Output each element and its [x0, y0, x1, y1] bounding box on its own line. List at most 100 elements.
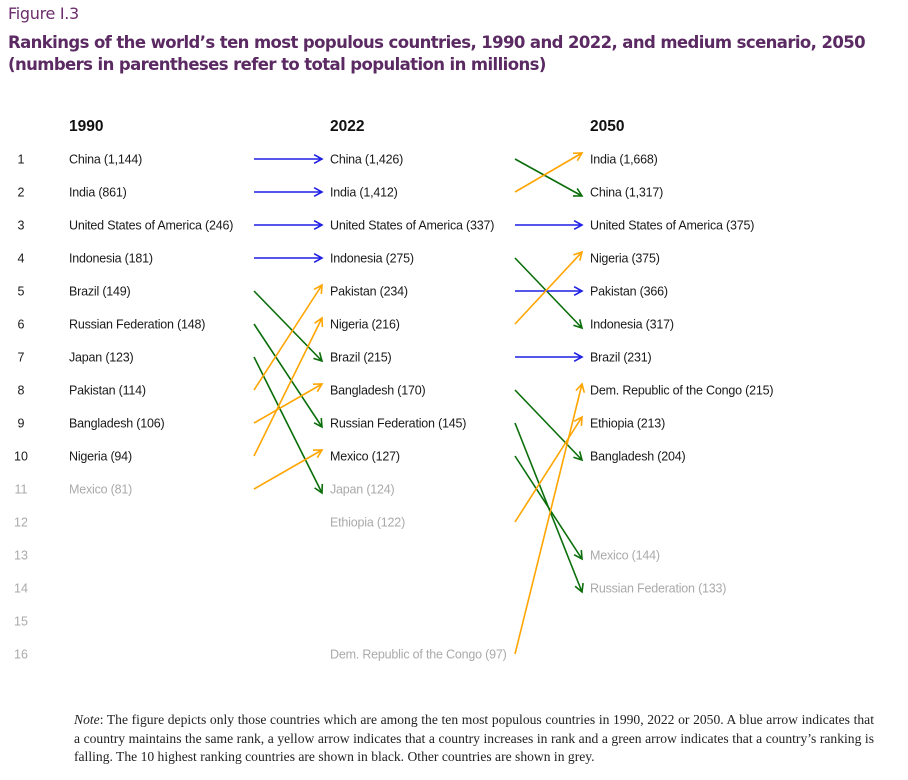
country-entry: Pakistan (114)	[69, 384, 146, 398]
arrow-up	[514, 152, 584, 193]
arrow-down	[253, 356, 324, 495]
arrow-head	[313, 417, 323, 429]
arrow-line	[253, 317, 323, 457]
arrow-head	[572, 152, 584, 162]
year-header-2022: 2022	[330, 118, 364, 135]
arrow-head	[573, 285, 584, 297]
arrow-line	[514, 152, 583, 193]
country-entry: Bangladesh (204)	[590, 450, 686, 464]
arrow-head	[312, 383, 324, 393]
note-text: : The figure depicts only those countrie…	[74, 712, 874, 764]
rank-label: 11	[15, 483, 28, 497]
rank-label: 14	[14, 582, 28, 596]
country-entry: India (861)	[69, 186, 127, 200]
rank-label: 6	[18, 318, 25, 332]
rank-label: 13	[14, 549, 28, 563]
rank-label: 1	[18, 153, 25, 167]
country-entry: Nigeria (375)	[590, 252, 660, 266]
country-entry: Russian Federation (145)	[330, 417, 466, 431]
arrow-head	[572, 187, 584, 197]
arrow-head	[313, 283, 323, 295]
note-label: Note	[74, 712, 100, 727]
country-entry: Mexico (127)	[330, 450, 400, 464]
arrow-same	[254, 252, 324, 264]
figure-note: Note: The figure depicts only those coun…	[74, 711, 874, 767]
arrow-head	[573, 549, 583, 561]
arrow-down	[514, 389, 584, 462]
year-header-1990: 1990	[69, 118, 103, 135]
country-entry: Brazil (231)	[590, 351, 652, 365]
rank-label: 7	[18, 351, 25, 365]
arrow-same	[254, 219, 324, 231]
figure-label: Figure I.3	[8, 4, 79, 23]
figure-title: Rankings of the world’s ten most populou…	[8, 33, 866, 74]
country-entry: Russian Federation (133)	[590, 582, 726, 596]
arrow-down	[253, 290, 324, 363]
rank-label: 15	[14, 615, 28, 629]
country-entry: Dem. Republic of the Congo (215)	[590, 384, 773, 398]
country-entry: Brazil (215)	[330, 351, 392, 365]
country-entry: India (1,412)	[330, 186, 398, 200]
arrow-line	[514, 383, 583, 655]
country-entry: Pakistan (366)	[590, 285, 668, 299]
country-entry: Bangladesh (106)	[69, 417, 165, 431]
rank-label: 8	[18, 384, 25, 398]
rank-label: 5	[18, 285, 25, 299]
arrow-head	[313, 153, 324, 165]
country-entry: Nigeria (216)	[330, 318, 400, 332]
country-entry: China (1,317)	[590, 186, 663, 200]
arrow-line	[253, 356, 323, 494]
rank-label: 3	[18, 219, 25, 233]
arrow-same	[254, 153, 324, 165]
rank-label: 2	[18, 186, 25, 200]
arrow-line	[253, 284, 323, 391]
country-entry: Indonesia (275)	[330, 252, 414, 266]
country-entry: United States of America (337)	[330, 219, 494, 233]
year-header-2050: 2050	[590, 118, 624, 135]
arrow-line	[514, 389, 583, 461]
arrow-head	[574, 582, 584, 594]
arrow-head	[573, 415, 583, 427]
country-entry: India (1,668)	[590, 153, 658, 167]
arrow-head	[573, 319, 584, 330]
country-entry: Pakistan (234)	[330, 285, 408, 299]
arrow-down	[253, 323, 323, 429]
arrows	[253, 152, 586, 655]
rank-label: 9	[18, 417, 25, 431]
arrow-same	[515, 351, 584, 363]
country-entry: Indonesia (181)	[69, 252, 153, 266]
country-entry: China (1,426)	[330, 153, 403, 167]
rank-label: 10	[14, 450, 28, 464]
arrow-up	[514, 382, 586, 655]
arrow-line	[253, 290, 323, 362]
arrow-head	[573, 351, 584, 363]
arrow-down	[514, 158, 584, 197]
arrow-head	[313, 252, 324, 264]
arrow-same	[515, 219, 584, 231]
country-entry: Japan (123)	[69, 351, 134, 365]
arrow-line	[514, 416, 583, 523]
country-entries: China (1,144) India (861) United States of…	[69, 153, 774, 662]
arrow-up	[253, 316, 324, 457]
arrow-line	[253, 383, 323, 424]
arrow-up	[253, 283, 323, 391]
arrow-head	[314, 483, 324, 495]
arrow-head	[313, 219, 324, 231]
country-entry: Brazil (149)	[69, 285, 131, 299]
arrow-line	[253, 449, 323, 490]
arrow-down	[514, 455, 583, 561]
year-headers: 1990 2022 2050	[69, 118, 624, 135]
arrow-head	[573, 250, 584, 261]
arrow-head	[313, 186, 324, 198]
arrow-line	[514, 158, 583, 197]
country-entry: United States of America (375)	[590, 219, 754, 233]
arrow-head	[313, 352, 324, 363]
arrow-same	[515, 285, 584, 297]
arrow-head	[575, 382, 586, 393]
arrow-head	[573, 451, 584, 462]
arrow-line	[253, 323, 323, 428]
country-entry: Ethiopia (213)	[590, 417, 665, 431]
country-entry: Mexico (144)	[590, 549, 660, 563]
arrow-head	[312, 449, 324, 459]
